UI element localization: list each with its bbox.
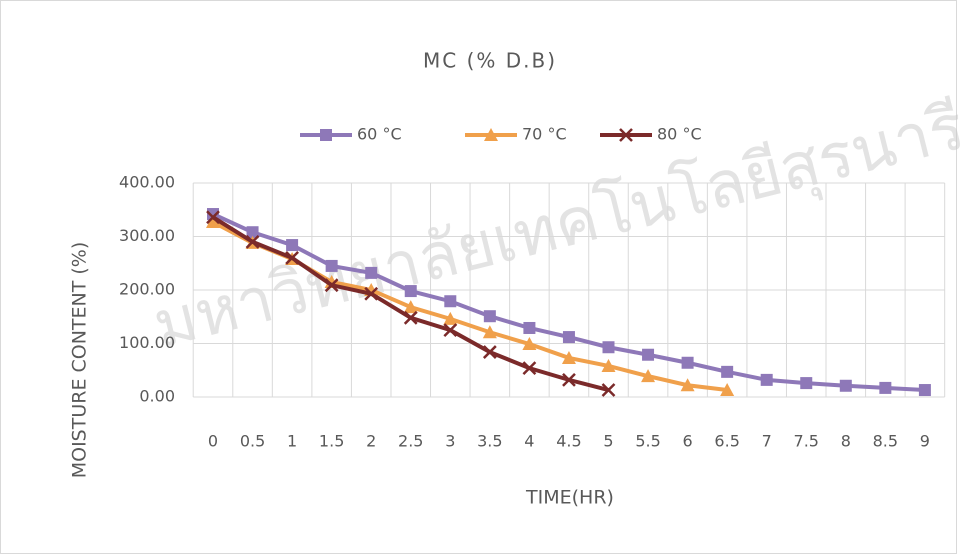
marker — [365, 267, 377, 279]
y-tick-label: 300.00 — [119, 226, 175, 245]
legend-label: 70 °C — [522, 125, 567, 144]
chart-title: MC (% D.B) — [423, 49, 557, 73]
marker — [682, 357, 694, 369]
x-tick-label: 1 — [287, 432, 297, 451]
marker — [484, 310, 496, 322]
marker — [642, 349, 654, 361]
x-tick-label: 2 — [366, 432, 376, 451]
y-tick-label: 100.00 — [119, 333, 175, 352]
y-tick-label: 0.00 — [139, 387, 175, 406]
marker — [444, 295, 456, 307]
marker — [405, 285, 417, 297]
x-tick-label: 3.5 — [477, 432, 502, 451]
marker — [286, 239, 298, 251]
marker — [721, 366, 733, 378]
x-tick-label: 0 — [208, 432, 218, 451]
marker — [326, 260, 338, 272]
x-tick-label: 3 — [445, 432, 455, 451]
marker — [320, 129, 332, 141]
x-tick-label: 0.5 — [240, 432, 265, 451]
marker — [840, 380, 852, 392]
x-tick-label: 7 — [762, 432, 772, 451]
x-tick-label: 7.5 — [794, 432, 819, 451]
x-tick-label: 6 — [683, 432, 693, 451]
x-axis-label: TIME(HR) — [525, 487, 614, 509]
x-tick-label: 8 — [841, 432, 851, 451]
x-tick-label: 6.5 — [714, 432, 739, 451]
marker — [563, 331, 575, 343]
y-tick-label: 400.00 — [119, 173, 175, 192]
y-tick-label: 200.00 — [119, 280, 175, 299]
x-tick-label: 1.5 — [319, 432, 344, 451]
x-tick-label: 5.5 — [635, 432, 660, 451]
x-tick-label: 9 — [920, 432, 930, 451]
x-tick-label: 4 — [524, 432, 534, 451]
x-tick-label: 2.5 — [398, 432, 423, 451]
legend-label: 80 °C — [657, 125, 702, 144]
marker — [800, 377, 812, 389]
marker — [879, 382, 891, 394]
legend-label: 60 °C — [357, 125, 402, 144]
marker — [761, 374, 773, 386]
marker — [603, 341, 615, 353]
chart: มหาวิทยาลัยเทคโนโลยีสุรนารี MC (% D.B) M… — [0, 0, 961, 555]
x-tick-label: 4.5 — [556, 432, 581, 451]
x-tick-label: 5 — [603, 432, 613, 451]
y-axis-label: MOISTURE CONTENT (%) — [69, 242, 91, 479]
x-tick-label: 8.5 — [873, 432, 898, 451]
marker — [523, 322, 535, 334]
marker — [919, 384, 931, 396]
